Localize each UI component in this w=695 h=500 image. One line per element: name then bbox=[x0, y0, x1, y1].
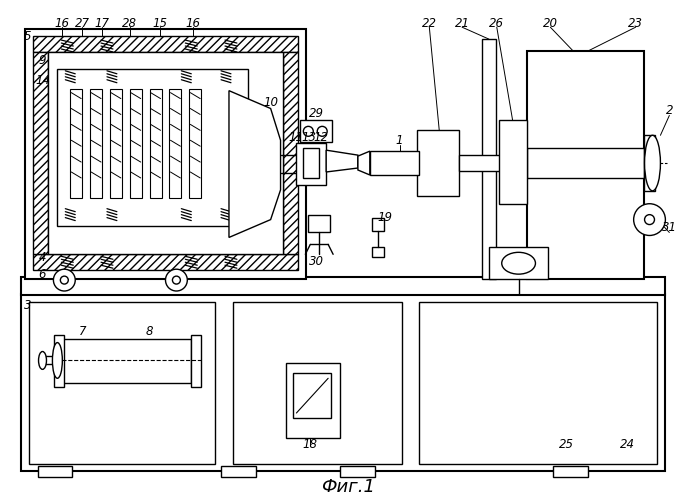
Text: 30: 30 bbox=[309, 255, 324, 268]
Bar bbox=[459, 155, 523, 171]
Bar bbox=[191, 334, 202, 387]
Bar bbox=[644, 136, 655, 191]
Text: 15: 15 bbox=[152, 16, 167, 30]
Text: 23: 23 bbox=[628, 16, 643, 30]
Text: 17: 17 bbox=[95, 16, 110, 30]
Bar bbox=[42, 356, 60, 364]
Bar bbox=[482, 39, 496, 279]
Bar bbox=[489, 248, 548, 279]
Text: 2: 2 bbox=[666, 104, 673, 117]
Bar bbox=[370, 151, 419, 175]
Bar bbox=[24, 29, 306, 279]
Bar bbox=[372, 248, 384, 258]
Text: 19: 19 bbox=[377, 211, 392, 224]
Text: 16: 16 bbox=[55, 16, 70, 30]
Text: 4: 4 bbox=[39, 251, 47, 264]
Bar bbox=[49, 52, 283, 254]
Text: Фиг.1: Фиг.1 bbox=[321, 478, 375, 496]
Bar bbox=[527, 51, 644, 279]
Ellipse shape bbox=[502, 252, 535, 274]
Polygon shape bbox=[326, 150, 358, 172]
Bar bbox=[54, 334, 65, 387]
Text: 14: 14 bbox=[35, 74, 50, 87]
Bar bbox=[21, 294, 665, 470]
Circle shape bbox=[303, 126, 313, 136]
Polygon shape bbox=[130, 88, 142, 198]
Ellipse shape bbox=[38, 352, 47, 370]
Text: 29: 29 bbox=[309, 107, 324, 120]
Polygon shape bbox=[358, 157, 370, 166]
Text: 11: 11 bbox=[289, 131, 304, 144]
Text: 7: 7 bbox=[79, 325, 86, 338]
Circle shape bbox=[634, 204, 665, 236]
Text: 31: 31 bbox=[662, 221, 677, 234]
Circle shape bbox=[60, 276, 68, 284]
Text: 26: 26 bbox=[489, 16, 505, 30]
Bar bbox=[33, 254, 298, 270]
Bar bbox=[58, 69, 248, 226]
Circle shape bbox=[317, 126, 327, 136]
Circle shape bbox=[54, 269, 75, 291]
Text: 27: 27 bbox=[74, 16, 90, 30]
Bar bbox=[297, 143, 326, 185]
Text: 21: 21 bbox=[455, 16, 470, 30]
Bar bbox=[553, 466, 588, 477]
Text: 12: 12 bbox=[313, 131, 329, 144]
Circle shape bbox=[644, 214, 655, 224]
Bar bbox=[38, 466, 72, 477]
Text: 16: 16 bbox=[186, 16, 201, 30]
Polygon shape bbox=[149, 88, 161, 198]
Text: 20: 20 bbox=[543, 16, 558, 30]
Bar bbox=[300, 120, 332, 142]
Text: 24: 24 bbox=[620, 438, 635, 451]
Bar bbox=[233, 302, 402, 464]
Text: 9: 9 bbox=[39, 54, 47, 68]
Bar bbox=[419, 302, 657, 464]
Text: 25: 25 bbox=[559, 438, 573, 451]
Bar bbox=[221, 466, 256, 477]
Text: 10: 10 bbox=[263, 96, 278, 109]
Bar bbox=[293, 374, 331, 418]
Bar bbox=[372, 218, 384, 232]
Bar bbox=[283, 52, 298, 254]
Ellipse shape bbox=[644, 136, 660, 191]
Text: 13: 13 bbox=[302, 131, 317, 144]
Text: 3: 3 bbox=[24, 300, 31, 312]
Bar bbox=[28, 302, 215, 464]
Circle shape bbox=[172, 276, 181, 284]
Circle shape bbox=[165, 269, 188, 291]
Polygon shape bbox=[110, 88, 122, 198]
Polygon shape bbox=[170, 88, 181, 198]
Bar bbox=[33, 52, 49, 254]
Ellipse shape bbox=[52, 342, 63, 378]
Polygon shape bbox=[70, 88, 82, 198]
Text: 6: 6 bbox=[39, 268, 47, 280]
Polygon shape bbox=[229, 90, 281, 238]
Bar bbox=[21, 277, 665, 295]
Bar bbox=[303, 148, 319, 178]
Text: 28: 28 bbox=[122, 16, 138, 30]
Text: 1: 1 bbox=[396, 134, 403, 146]
Text: 5: 5 bbox=[24, 30, 31, 43]
Text: 18: 18 bbox=[303, 438, 318, 451]
Bar bbox=[499, 120, 527, 204]
Polygon shape bbox=[189, 88, 202, 198]
Text: 22: 22 bbox=[422, 16, 437, 30]
Polygon shape bbox=[358, 151, 370, 175]
Bar bbox=[309, 214, 330, 232]
Bar bbox=[33, 36, 298, 52]
Text: 8: 8 bbox=[146, 325, 154, 338]
Bar bbox=[527, 148, 644, 178]
Polygon shape bbox=[90, 88, 102, 198]
Bar bbox=[286, 364, 340, 438]
Bar bbox=[418, 130, 459, 196]
Bar bbox=[63, 338, 191, 383]
Bar bbox=[340, 466, 375, 477]
